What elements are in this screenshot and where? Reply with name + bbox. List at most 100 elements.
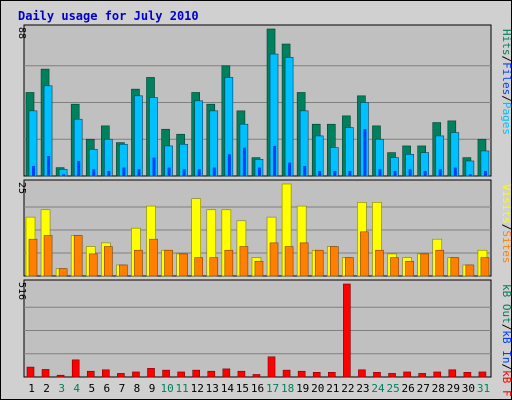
bar-files [194,100,204,177]
bar-files [209,110,219,177]
bar-sites [299,242,309,277]
bar-pages [62,174,66,176]
legend-entry: / [500,364,512,371]
legend-entry: Visits [500,184,512,224]
bar-kbf [162,369,170,378]
bar-pages [242,147,246,176]
bar-kbf [418,373,426,378]
day-label: 29 [447,382,460,395]
bar-pages [468,174,472,176]
legend-entry: Sites [500,230,512,263]
bar-kbf [463,372,472,378]
bar-kbf [478,371,487,378]
day-label: 8 [134,382,141,395]
y-max-label: 516 [16,282,27,300]
bar-pages [182,169,186,176]
legend-entry: / [500,224,512,231]
day-label: 7 [119,382,126,395]
panel-legend: Hits/Files/Pages [500,29,512,135]
day-label: 19 [296,382,309,395]
bar-kbf [86,370,95,378]
bar-pages [333,170,337,176]
bar-kbf [71,359,80,378]
day-label: 2 [43,382,50,395]
bar-sites [329,246,339,277]
bar-sites [345,257,354,277]
panel-visits-sites: 25 Visits/Sites [16,179,512,277]
panel-legend: kB Out/kB In/kB F [500,284,512,397]
bar-sites [73,235,83,277]
bar-kbf [373,372,381,378]
bar-pages [378,169,382,176]
bar-sites [239,246,249,277]
bar-kbf [297,370,306,378]
bar-sites [119,264,128,277]
bar-pages [363,129,367,176]
bar-sites [405,260,414,277]
legend-entry: Hits [500,29,512,56]
bar-pages [257,167,261,176]
bar-sites [360,231,369,277]
bar-files [104,138,113,177]
panel-kb: 516 kB Out/kB In/kB F [16,279,512,397]
bar-sites [179,253,188,277]
panel-background [23,279,492,378]
bar-kbf [327,372,336,378]
bar-kbf [237,370,246,378]
bar-kbf [403,371,411,378]
bar-kbf [267,356,276,378]
bar-kbf [312,372,321,378]
day-label: 26 [402,382,415,395]
day-label: 1 [28,382,35,395]
bar-pages [122,167,126,176]
bar-pages [483,170,487,176]
day-label: 22 [341,382,354,395]
legend-entry: / [500,324,512,331]
bar-pages [137,169,141,176]
day-label: 6 [104,382,111,395]
day-label: 24 [371,382,385,395]
bar-pages [92,169,96,176]
bar-sites [450,257,460,277]
bar-files [465,160,475,177]
y-max-label: 88 [16,27,27,39]
bar-sites [104,246,113,277]
bar-pages [32,165,35,176]
bar-kbf [207,370,216,378]
bar-sites [465,264,475,277]
bar-kbf [448,369,457,378]
bar-pages [453,167,457,176]
day-label: 10 [160,382,173,395]
bar-sites [209,257,219,277]
bar-kbf [132,371,140,378]
legend-entry: kB In [500,330,512,363]
day-label: 12 [191,382,204,395]
bar-sites [28,238,38,277]
day-label: 17 [266,382,279,395]
day-label: 25 [386,382,399,395]
bar-pages [408,169,412,176]
bar-pages [77,160,81,176]
bar-sites [375,249,384,277]
bar-files [134,95,143,177]
bar-kbf [102,369,110,378]
bar-kbf [358,369,366,378]
bar-sites [254,260,264,277]
bar-pages [197,169,201,176]
bar-kbf [388,373,396,378]
bar-sites [420,253,429,277]
day-label: 27 [417,382,430,395]
bar-pages [303,165,307,176]
day-label: 3 [58,382,65,395]
bar-kbf [117,373,125,378]
bar-pages [438,169,442,176]
day-label: 28 [432,382,445,395]
bar-sites [435,249,445,277]
bar-kbf [56,374,65,378]
y-max-label: 25 [16,182,27,194]
bar-sites [149,238,158,277]
bar-pages [167,167,171,176]
legend-entry: kB Out [500,284,512,324]
